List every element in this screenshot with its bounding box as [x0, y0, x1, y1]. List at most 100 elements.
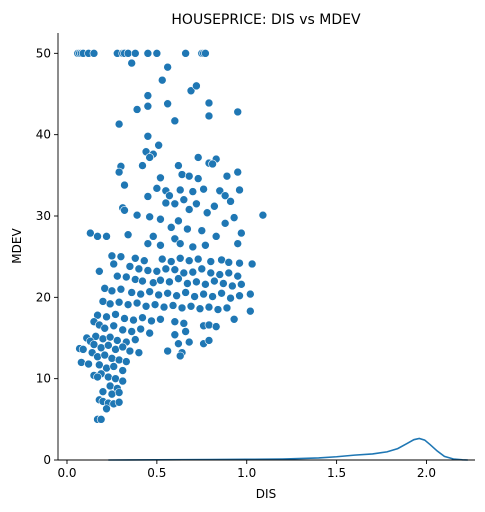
scatter-point [174, 274, 183, 283]
scatter-point [134, 264, 144, 274]
scatter-point [114, 388, 124, 397]
scatter-point [170, 317, 180, 327]
scatter-point [147, 316, 156, 326]
scatter-point [201, 240, 210, 250]
scatter-point [145, 287, 154, 296]
scatter-point [136, 289, 145, 299]
scatter-point [237, 280, 246, 289]
scatter-point [138, 161, 147, 170]
scatter-point [156, 314, 165, 324]
scatter-point [102, 232, 111, 241]
scatter-point [152, 49, 162, 58]
x-tick-label: 2.0 [417, 466, 436, 480]
scatter-point [105, 332, 115, 342]
scatter-point [204, 98, 214, 108]
scatter-point [93, 372, 102, 382]
scatter-point [199, 289, 208, 299]
scatter-point [120, 206, 129, 215]
scatter-point [98, 334, 108, 344]
scatter-point [109, 362, 119, 371]
scatter-point [181, 288, 190, 297]
scatter-point [125, 346, 135, 356]
scatter-point [159, 302, 169, 312]
scatter-point [220, 219, 230, 228]
scatter-point [130, 253, 140, 263]
y-ticks: 0 10 20 30 40 50 [36, 46, 58, 467]
scatter-point [179, 268, 189, 278]
scatter-point [93, 232, 102, 241]
scatter-point [152, 267, 162, 276]
scatter-point [109, 259, 119, 269]
scatter-point [156, 240, 165, 250]
scatter-point [141, 301, 151, 311]
scatter-point [172, 291, 181, 301]
scatter-point [233, 239, 243, 248]
scatter-point [163, 99, 172, 109]
scatter-point [190, 292, 199, 301]
scatter-point [104, 372, 113, 382]
scatter-point [127, 288, 136, 297]
scatter-point [208, 159, 217, 169]
scatter-point [258, 210, 268, 220]
scatter-point [192, 81, 201, 91]
scatter-point [154, 140, 163, 150]
scatter-point [188, 267, 198, 277]
scatter-point [202, 208, 212, 218]
scatter-point [188, 242, 198, 252]
scatter-point [210, 201, 219, 211]
scatter-point [228, 281, 237, 291]
scatter-point [199, 184, 208, 194]
scatter-point [175, 351, 185, 361]
scatter-point [165, 277, 174, 287]
scatter-point [210, 276, 219, 286]
scatter-point [166, 223, 176, 232]
scatter-point [219, 279, 228, 288]
scatter-point [107, 354, 117, 363]
scatter-point [215, 270, 225, 279]
scatter-point [113, 271, 122, 281]
scatter-point [111, 310, 120, 319]
scatter-point [161, 264, 171, 274]
scatter-point [163, 346, 172, 356]
y-tick-label: 10 [36, 372, 51, 386]
scatter-layer [73, 49, 268, 424]
scatter-point [233, 271, 243, 281]
scatter-point [235, 258, 244, 268]
scatter-point [213, 305, 223, 314]
scatter-point [224, 258, 234, 267]
scatter-point [179, 195, 189, 205]
scatter-point [109, 321, 119, 331]
scatter-point [120, 314, 129, 323]
scatter-point [139, 256, 149, 266]
scatter-point [118, 366, 128, 375]
scatter-point [127, 327, 136, 336]
x-tick-label: 0.5 [147, 466, 166, 480]
scatter-point [143, 49, 153, 58]
scatter-point [154, 290, 163, 300]
scatter-point [201, 49, 210, 58]
scatter-point [184, 171, 194, 181]
scatter-point [95, 267, 104, 276]
chart-title: HOUSEPRICE: DIS vs MDEV [171, 12, 361, 28]
scatter-point [184, 205, 194, 214]
x-tick-label: 1.5 [327, 466, 346, 480]
scatter-point [184, 337, 194, 347]
scatter-point [130, 275, 140, 284]
scatter-point [84, 359, 93, 369]
scatter-point [129, 315, 138, 325]
scatter-point [204, 111, 214, 121]
scatter-point [114, 355, 124, 365]
scatter-point [163, 62, 172, 72]
scatter-point [120, 180, 129, 190]
scatter-point [122, 357, 131, 366]
scatter-point [118, 376, 128, 386]
y-tick-label: 40 [36, 128, 51, 142]
scatter-point [165, 191, 174, 200]
scatter-point [217, 255, 226, 265]
x-ticks: 0.0 0.5 1.0 1.5 2.0 [57, 460, 436, 480]
scatter-point [123, 49, 133, 58]
scatter-point [174, 161, 183, 170]
scatter-point [186, 86, 196, 96]
scatter-point [177, 303, 187, 313]
scatter-point [93, 352, 102, 362]
